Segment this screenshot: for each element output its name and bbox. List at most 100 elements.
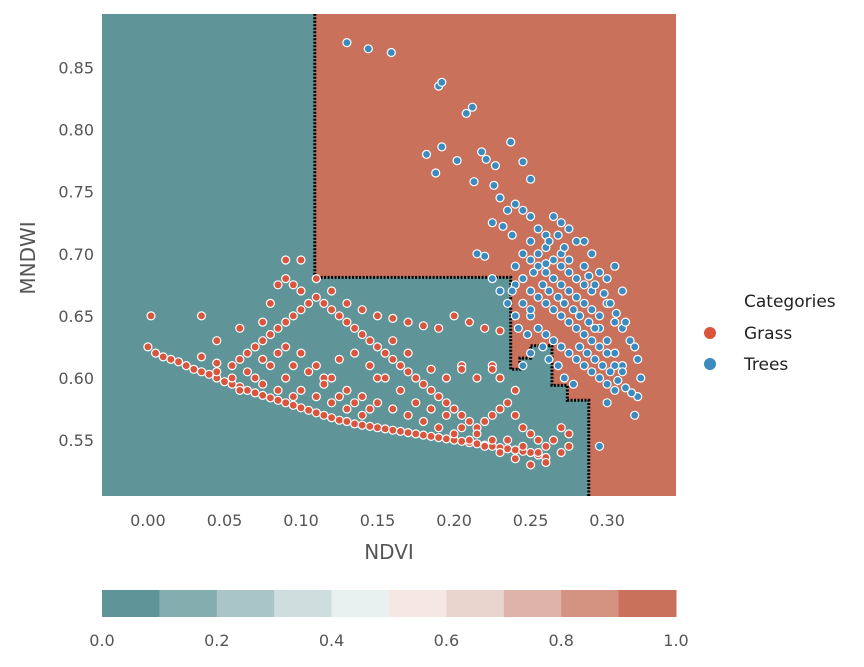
- trees-point: [579, 298, 589, 308]
- trees-point: [559, 242, 569, 253]
- grass-point: [441, 434, 451, 444]
- grass-point: [426, 431, 436, 441]
- trees-point: [541, 259, 551, 269]
- x-tick-label: 0.05: [207, 511, 243, 530]
- colorbar-tick-label: 0.2: [204, 631, 229, 650]
- grass-point: [426, 364, 436, 374]
- grass-point: [350, 419, 360, 429]
- trees-point: [469, 177, 479, 187]
- grass-point: [319, 379, 329, 389]
- trees-point: [490, 161, 500, 171]
- grass-point: [265, 329, 275, 340]
- grass-point: [250, 342, 260, 352]
- grass-point: [510, 385, 520, 395]
- grass-point: [296, 255, 306, 265]
- trees-point: [594, 441, 605, 451]
- grass-point: [441, 410, 451, 420]
- grass-point: [457, 436, 467, 446]
- grass-point: [250, 373, 260, 383]
- trees-point: [590, 323, 600, 333]
- grass-point: [327, 286, 337, 296]
- grass-point: [525, 447, 536, 458]
- grass-point: [212, 358, 222, 368]
- trees-points: [342, 37, 646, 451]
- trees-point: [431, 168, 441, 178]
- grass-point: [357, 329, 367, 340]
- trees-point: [503, 298, 513, 308]
- grass-point: [327, 305, 337, 315]
- grass-point: [464, 435, 474, 445]
- trees-point: [481, 154, 491, 164]
- grass-point: [319, 298, 329, 308]
- grass-point: [151, 348, 161, 358]
- grass-point: [304, 367, 314, 377]
- grass-point: [227, 361, 237, 371]
- trees-point: [525, 305, 536, 315]
- grass-point: [372, 342, 383, 352]
- grass-point: [480, 416, 490, 427]
- grass-point: [281, 373, 291, 383]
- colorbar-segment: [159, 590, 218, 617]
- grass-point: [541, 457, 551, 468]
- trees-point: [564, 255, 574, 265]
- grass-point: [288, 280, 298, 290]
- trees-point: [564, 286, 574, 296]
- trees-point: [548, 274, 559, 284]
- trees-point: [594, 311, 605, 321]
- grass-point: [357, 420, 367, 430]
- grass-point: [350, 323, 360, 333]
- grass-point: [196, 311, 207, 321]
- grass-point: [495, 404, 505, 414]
- trees-point: [579, 236, 589, 246]
- trees-point: [625, 336, 635, 346]
- trees-point: [594, 342, 605, 352]
- grass-point: [418, 430, 428, 440]
- trees-point: [518, 205, 528, 215]
- grass-point: [548, 435, 559, 445]
- trees-point: [518, 249, 528, 259]
- grass-point: [403, 317, 413, 327]
- trees-point: [510, 261, 520, 271]
- grass-point: [311, 392, 321, 402]
- grass-point: [265, 298, 275, 308]
- x-tick-label: 0.10: [283, 511, 319, 530]
- trees-point: [605, 367, 615, 377]
- trees-point: [617, 367, 628, 377]
- trees-point: [630, 342, 640, 352]
- colorbar-tick-label: 0.0: [89, 631, 114, 650]
- trees-point: [386, 47, 396, 58]
- trees-point: [487, 274, 497, 284]
- grass-point: [380, 348, 390, 358]
- trees-point: [538, 280, 548, 290]
- trees-point: [507, 230, 517, 240]
- grass-point: [503, 435, 513, 445]
- grass-point: [350, 398, 360, 408]
- trees-point: [525, 255, 536, 265]
- grass-point: [495, 373, 505, 383]
- trees-point: [513, 323, 523, 333]
- grass-point: [250, 388, 260, 398]
- x-axis-ticks: 0.00 0.05 0.10 0.15 0.20 0.25 0.30: [130, 511, 625, 530]
- grass-point: [441, 373, 451, 383]
- trees-point: [461, 108, 471, 119]
- grass-point: [472, 429, 482, 439]
- trees-point: [587, 249, 597, 259]
- grass-point: [372, 398, 383, 408]
- grass-point: [388, 425, 398, 435]
- grass-point: [235, 323, 245, 333]
- trees-point: [602, 398, 612, 408]
- trees-point: [571, 323, 582, 333]
- trees-point: [636, 373, 646, 383]
- grass-point: [510, 445, 520, 455]
- grass-point: [281, 342, 291, 352]
- trees-point: [610, 348, 620, 358]
- grass-point: [258, 390, 268, 400]
- grass-point: [342, 317, 352, 327]
- trees-point: [472, 249, 482, 259]
- colorbar-segment: [561, 590, 620, 617]
- colorbar-segment: [274, 590, 333, 617]
- trees-point: [590, 354, 600, 364]
- trees-point: [510, 199, 520, 209]
- trees-point: [590, 280, 600, 290]
- grass-point: [464, 416, 474, 427]
